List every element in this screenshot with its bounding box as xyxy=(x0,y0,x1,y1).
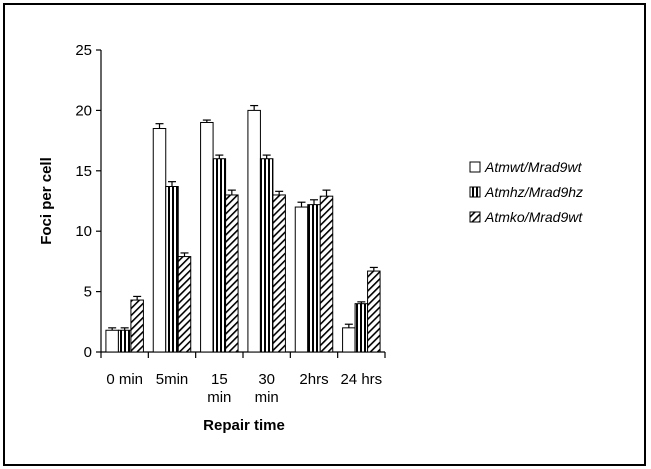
x-tick-label: 2hrs xyxy=(299,371,328,388)
bar xyxy=(130,299,144,353)
bar xyxy=(319,195,334,353)
bar xyxy=(354,303,369,353)
y-tick-label: 10 xyxy=(75,223,92,240)
y-tick-label: 5 xyxy=(84,284,92,301)
bar xyxy=(259,158,274,353)
y-tick-label: 0 xyxy=(84,344,92,361)
legend-label: Atmwt/Mrad9wt xyxy=(484,159,583,175)
legend-swatch xyxy=(469,161,481,173)
x-tick-label: 24 hrs xyxy=(340,371,382,388)
bar xyxy=(272,194,286,353)
bar xyxy=(247,109,261,353)
bar xyxy=(177,256,192,353)
y-tick-label: 20 xyxy=(75,102,92,119)
y-tick-label: 15 xyxy=(75,163,92,180)
bar xyxy=(152,128,167,353)
legend-swatch xyxy=(469,211,481,223)
x-tick-label: 15 min xyxy=(207,371,231,406)
bar xyxy=(225,194,239,353)
x-tick-label: 0 min xyxy=(106,371,143,388)
bar xyxy=(367,270,381,353)
bar xyxy=(200,121,214,353)
bar xyxy=(212,158,227,353)
x-axis-title: Repair time xyxy=(203,417,285,434)
legend-label: Atmko/Mrad9wt xyxy=(484,209,583,225)
y-tick-label: 25 xyxy=(75,42,92,59)
bar xyxy=(105,329,119,353)
plot-area: 0 5 10 15 20 25 0 min 5min 15 min 30 min 2hrs 24 hrs xyxy=(75,42,386,406)
legend-swatch xyxy=(469,186,481,198)
legend-label: Atmhz/Mrad9hz xyxy=(484,184,583,200)
bar xyxy=(117,329,132,353)
y-axis-title: Foci per cell xyxy=(38,157,55,245)
bar xyxy=(294,206,309,353)
x-tick-label: 30 min xyxy=(255,371,279,406)
bar xyxy=(342,327,356,353)
bar xyxy=(165,186,179,353)
legend: Atmwt/Mrad9wt Atmhz/Mrad9hz Atmko/Mrad9wt xyxy=(469,159,583,225)
x-tick-label: 5min xyxy=(156,371,189,388)
bar xyxy=(307,204,321,353)
